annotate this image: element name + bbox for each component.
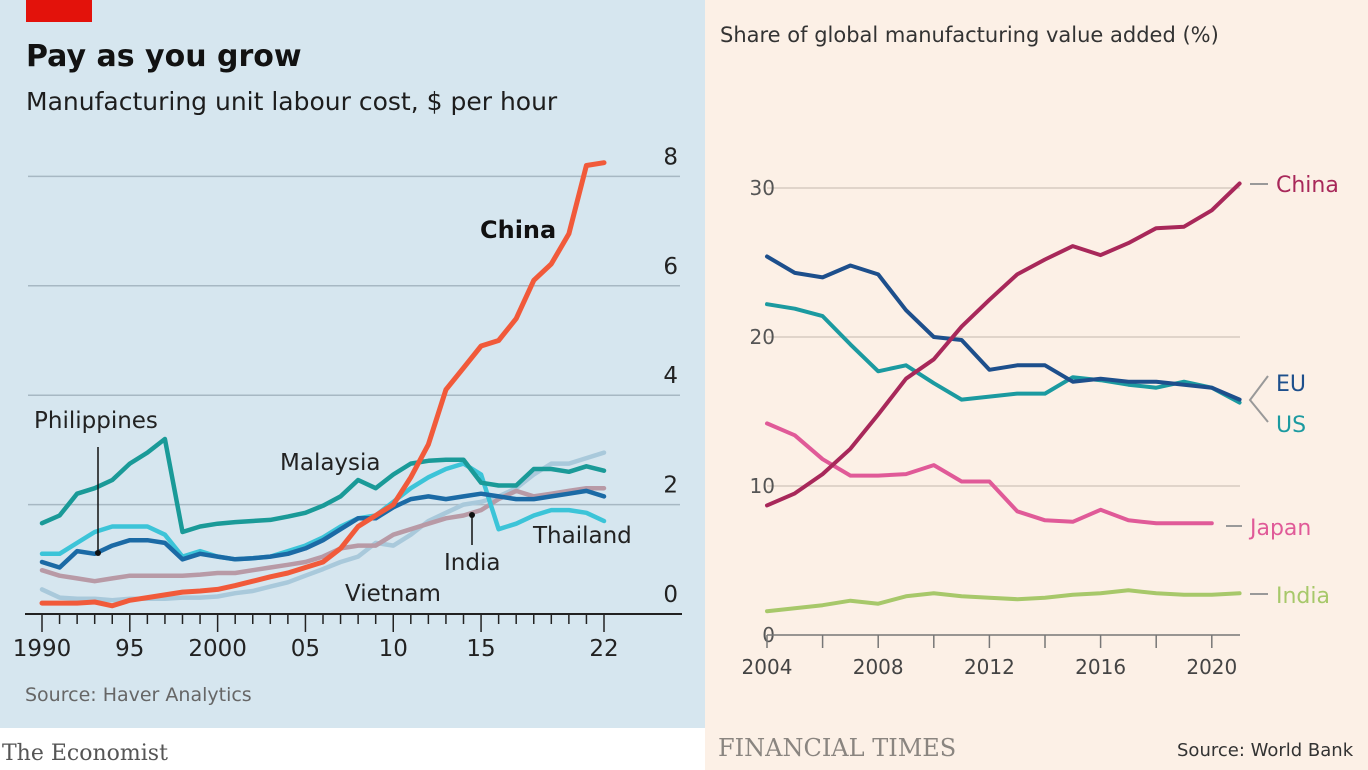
y-tick-label: 0 — [663, 582, 678, 608]
eu-us-label-bracket — [1248, 375, 1269, 423]
economist-red-tag — [26, 0, 92, 22]
label-us: US — [1276, 413, 1306, 438]
series-line-india — [39, 485, 607, 584]
series-line-thailand — [39, 461, 607, 562]
philippines-leader-dot — [95, 550, 101, 556]
label-philippines: Philippines — [34, 408, 158, 434]
label-china: China — [1276, 173, 1339, 198]
chart-subtitle: Manufacturing unit labour cost, $ per ho… — [26, 87, 558, 116]
chart-source: Source: World Bank — [1177, 740, 1354, 761]
chart-title: Pay as you grow — [26, 39, 302, 74]
x-tick-label: 2008 — [853, 655, 904, 679]
y-tick-label: 4 — [663, 363, 678, 389]
economist-logo: The Economist — [2, 741, 168, 766]
y-tick-label: 10 — [750, 474, 775, 498]
y-tick-label: 8 — [663, 144, 678, 170]
x-tick-label: 05 — [291, 636, 320, 662]
x-tick-label: 2020 — [1186, 655, 1237, 679]
x-tick-label: 2004 — [742, 655, 793, 679]
label-malaysia: Malaysia — [280, 450, 381, 476]
y-tick-label: 20 — [750, 325, 775, 349]
x-tick-label: 1990 — [13, 636, 72, 662]
series-line-china — [765, 181, 1242, 508]
label-thailand: Thailand — [532, 523, 632, 549]
series-line-china — [39, 160, 607, 609]
label-china: China — [480, 216, 556, 244]
label-vietnam: Vietnam — [345, 581, 441, 607]
series-line-eu — [765, 254, 1242, 402]
economist-footer — [0, 728, 705, 770]
series-line-philippines — [39, 488, 607, 570]
series-line-japan — [765, 421, 1214, 526]
ft-chart: Share of global manufacturing value adde… — [705, 0, 1368, 770]
x-tick-label: 2016 — [1075, 655, 1126, 679]
y-tick-label: 30 — [750, 176, 775, 200]
x-tick-label: 10 — [379, 636, 408, 662]
label-japan: Japan — [1248, 516, 1311, 541]
x-tick-label: 15 — [466, 636, 495, 662]
y-tick-label: 2 — [663, 473, 678, 499]
series-line-us — [765, 302, 1242, 405]
chart-source: Source: Haver Analytics — [25, 684, 252, 706]
ft-background — [705, 0, 1368, 770]
series-line-malaysia — [39, 436, 607, 535]
ft-logo: FINANCIAL TIMES — [718, 734, 956, 762]
series-line-india — [765, 588, 1242, 614]
x-tick-label: 2000 — [188, 636, 247, 662]
chart-title: Share of global manufacturing value adde… — [720, 23, 1219, 47]
y-tick-label: 6 — [663, 254, 678, 280]
india-leader-dot — [469, 512, 475, 518]
label-india: India — [1276, 584, 1330, 609]
x-tick-label: 95 — [115, 636, 144, 662]
label-india: India — [444, 550, 500, 576]
x-tick-label: 2012 — [964, 655, 1015, 679]
label-eu: EU — [1276, 372, 1306, 397]
x-tick-label: 22 — [589, 636, 618, 662]
economist-chart: Pay as you grow Manufacturing unit labou… — [0, 0, 705, 770]
